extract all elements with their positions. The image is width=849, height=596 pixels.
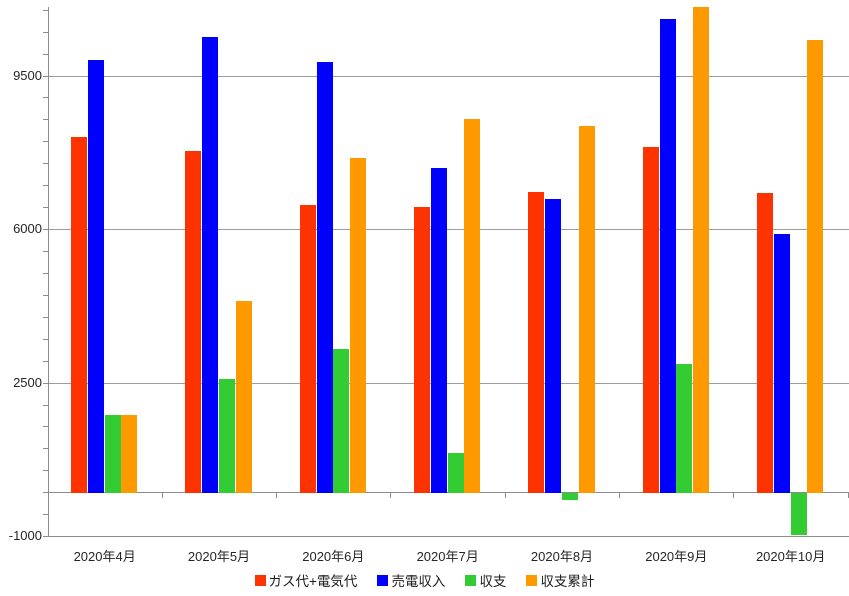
y-axis-tick xyxy=(42,97,48,99)
bar-balance-cumulative xyxy=(121,415,138,493)
y-axis-tick xyxy=(42,185,48,187)
bar-gas-electric-cost xyxy=(757,193,774,493)
x-axis-tick xyxy=(47,492,49,498)
x-axis-tick xyxy=(161,492,163,498)
bar-electricity-sales xyxy=(202,37,219,493)
y-axis-tick xyxy=(42,75,48,77)
y-axis-tick xyxy=(42,492,48,494)
y-axis-label: 9500 xyxy=(13,67,42,83)
y-axis-tick xyxy=(42,9,48,11)
y-axis-tick xyxy=(42,426,48,428)
bar-electricity-sales xyxy=(659,18,676,493)
y-axis-tick xyxy=(42,141,48,143)
x-axis-tick xyxy=(733,492,735,498)
y-axis-tick xyxy=(42,470,48,472)
y-gridline xyxy=(47,382,849,384)
legend-swatch-icon xyxy=(465,574,477,586)
y-axis-tick xyxy=(42,536,48,538)
bar-balance-cumulative xyxy=(578,126,595,493)
legend-swatch-icon xyxy=(377,574,389,586)
legend-item-balance: 収支 xyxy=(465,570,506,590)
legend-label: 収支累計 xyxy=(540,574,595,589)
legend-label: 収支 xyxy=(479,574,507,589)
x-axis-label: 2020年9月 xyxy=(645,549,708,564)
y-axis-label: 2500 xyxy=(13,374,42,390)
y-axis-tick xyxy=(42,272,48,274)
y-axis-line xyxy=(47,7,49,537)
y-axis-label: -1000 xyxy=(8,528,42,544)
y-gridline xyxy=(47,75,849,77)
y-axis-tick xyxy=(42,448,48,450)
bar-electricity-sales xyxy=(87,60,104,493)
bar-balance-cumulative xyxy=(693,7,710,493)
bar-gas-electric-cost xyxy=(528,192,545,493)
x-axis-label: 2020年6月 xyxy=(302,549,365,564)
y-axis-tick xyxy=(42,316,48,318)
bar-balance xyxy=(561,493,578,501)
legend-item-gas-electric-cost: ガス代+電気代 xyxy=(254,570,358,590)
bar-balance xyxy=(104,415,121,493)
bar-balance xyxy=(333,349,350,493)
bar-gas-electric-cost xyxy=(71,137,88,493)
bar-balance xyxy=(218,378,235,493)
y-axis-tick xyxy=(42,207,48,209)
x-axis-tick xyxy=(619,492,621,498)
x-axis-tick xyxy=(504,492,506,498)
legend-swatch-icon xyxy=(254,574,266,586)
y-axis-tick xyxy=(42,382,48,384)
x-axis-label: 2020年7月 xyxy=(416,549,479,564)
y-axis-tick xyxy=(42,514,48,516)
bar-electricity-sales xyxy=(316,62,333,493)
bar-gas-electric-cost xyxy=(185,151,202,493)
y-axis-tick xyxy=(42,53,48,55)
legend-item-balance-cumulative: 収支累計 xyxy=(526,570,594,590)
y-gridline xyxy=(47,229,849,231)
bar-balance-cumulative xyxy=(464,119,481,493)
y-axis-tick xyxy=(42,119,48,121)
y-axis-tick xyxy=(42,163,48,165)
bar-gas-electric-cost xyxy=(299,205,316,493)
x-axis-tick xyxy=(390,492,392,498)
y-axis-tick xyxy=(42,338,48,340)
bar-gas-electric-cost xyxy=(642,147,659,493)
x-axis-label: 2020年8月 xyxy=(530,549,594,564)
y-axis-tick xyxy=(42,229,48,231)
x-axis-tick xyxy=(276,492,278,498)
bar-gas-electric-cost xyxy=(414,207,431,493)
x-axis-label: 2020年10月 xyxy=(755,549,826,564)
bar-balance-cumulative xyxy=(235,301,252,493)
axis-bottom-line xyxy=(47,536,849,538)
bar-electricity-sales xyxy=(430,168,447,493)
legend-item-electricity-sales: 売電収入 xyxy=(377,570,445,590)
x-axis-tick xyxy=(847,492,849,498)
legend-swatch-icon xyxy=(526,574,538,586)
bar-electricity-sales xyxy=(773,234,790,493)
y-axis-tick xyxy=(42,31,48,33)
x-axis-label: 2020年5月 xyxy=(187,549,251,564)
y-axis-tick xyxy=(42,294,48,296)
bar-balance-cumulative xyxy=(807,39,824,493)
y-axis-tick xyxy=(42,251,48,253)
x-axis-label: 2020年4月 xyxy=(73,549,136,564)
y-axis-tick xyxy=(42,360,48,362)
bar-electricity-sales xyxy=(545,199,562,493)
bar-balance xyxy=(447,453,464,493)
y-axis-tick xyxy=(42,404,48,406)
legend-label: 売電収入 xyxy=(391,574,446,589)
bar-balance xyxy=(790,493,807,535)
y-axis-label: 6000 xyxy=(13,221,42,237)
bar-balance xyxy=(676,364,693,493)
bar-balance-cumulative xyxy=(350,158,367,493)
legend-label: ガス代+電気代 xyxy=(268,574,358,589)
legend: ガス代+電気代 売電収入 収支 収支累計 xyxy=(0,570,849,590)
